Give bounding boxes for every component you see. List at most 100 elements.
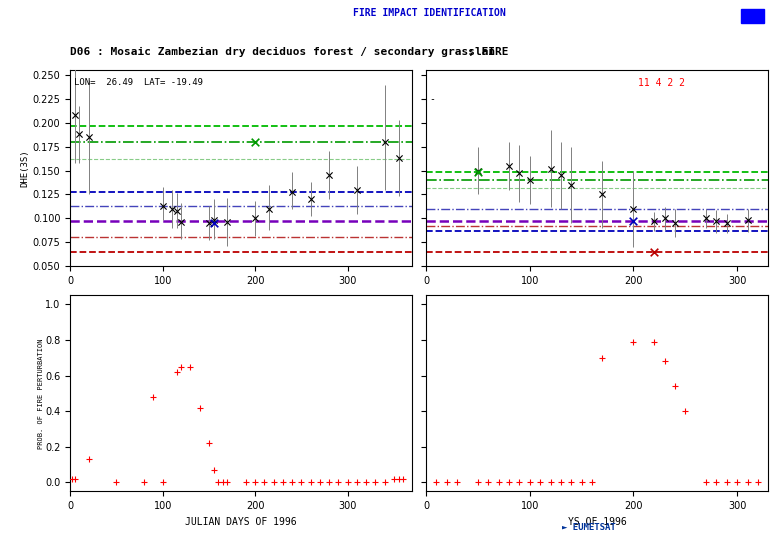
Point <box>388 475 400 483</box>
Text: D06 : Mosaic Zambezian dry deciduos forest / secondary grasslan: D06 : Mosaic Zambezian dry deciduos fore… <box>70 46 495 57</box>
Point <box>431 478 443 487</box>
Point <box>239 478 252 487</box>
Point <box>731 478 743 487</box>
Point <box>207 219 220 227</box>
Point <box>249 478 261 487</box>
Point <box>534 478 547 487</box>
Point <box>165 205 178 213</box>
Point <box>679 407 692 416</box>
Text: FIRE IMPACT IDENTIFICATION: FIRE IMPACT IDENTIFICATION <box>353 8 505 18</box>
Point <box>586 478 598 487</box>
Point <box>342 478 354 487</box>
Text: ► EUMETSAT: ► EUMETSAT <box>562 523 615 532</box>
Point <box>741 478 753 487</box>
Point <box>596 190 608 199</box>
Point <box>482 478 495 487</box>
Point <box>627 217 640 226</box>
Point <box>249 214 261 222</box>
Point <box>397 475 410 483</box>
Point <box>170 368 183 376</box>
Point <box>648 217 661 226</box>
Point <box>175 362 187 371</box>
Point <box>222 218 234 226</box>
Point <box>263 205 275 213</box>
Text: ; FIRE: ; FIRE <box>468 46 509 57</box>
Point <box>555 171 567 180</box>
Point <box>492 478 505 487</box>
Point <box>627 338 640 346</box>
Point <box>503 478 516 487</box>
Point <box>648 247 661 256</box>
Point <box>523 176 536 185</box>
Point <box>451 478 463 487</box>
Point <box>222 478 234 487</box>
Point <box>503 161 516 170</box>
Point <box>513 169 526 178</box>
Point <box>193 403 206 412</box>
Point <box>249 138 261 146</box>
Point <box>138 478 151 487</box>
Point <box>392 154 405 163</box>
Point <box>544 478 557 487</box>
Point <box>668 219 681 227</box>
Point <box>565 478 577 487</box>
Point <box>378 138 391 146</box>
Point <box>711 478 723 487</box>
Point <box>66 475 78 483</box>
Point <box>207 465 220 474</box>
Point <box>147 393 160 401</box>
Point <box>323 171 335 180</box>
Point <box>596 354 608 362</box>
Point <box>576 478 588 487</box>
Point <box>711 217 723 226</box>
Y-axis label: PROB. OF FIRE PERTURBATION: PROB. OF FIRE PERTURBATION <box>37 338 44 449</box>
Point <box>627 205 640 213</box>
Point <box>286 187 299 196</box>
Text: -: - <box>430 94 435 104</box>
Point <box>175 218 187 226</box>
Point <box>741 216 753 225</box>
Point <box>295 478 307 487</box>
Point <box>203 219 215 227</box>
Point <box>73 130 86 139</box>
Point <box>721 219 733 227</box>
Text: 11 4 2 2: 11 4 2 2 <box>638 78 686 88</box>
Y-axis label: DHE(3S): DHE(3S) <box>21 150 30 187</box>
Point <box>472 166 484 175</box>
Point <box>207 216 220 225</box>
Point <box>110 478 122 487</box>
Point <box>369 478 381 487</box>
Point <box>555 478 567 487</box>
Point <box>351 185 363 194</box>
Point <box>314 478 326 487</box>
Point <box>258 478 271 487</box>
Point <box>392 475 405 483</box>
Point <box>700 214 712 222</box>
Point <box>323 478 335 487</box>
Point <box>544 164 557 173</box>
Point <box>700 478 712 487</box>
X-axis label: YS OF 1996: YS OF 1996 <box>568 517 626 526</box>
Point <box>203 439 215 448</box>
Point <box>83 133 95 141</box>
Point <box>69 475 81 483</box>
Point <box>286 478 299 487</box>
Point <box>658 214 671 222</box>
Point <box>83 455 95 464</box>
Point <box>217 478 229 487</box>
Point <box>157 478 169 487</box>
Point <box>565 180 577 189</box>
Point <box>170 206 183 215</box>
Point <box>472 478 484 487</box>
Point <box>668 382 681 390</box>
Point <box>752 478 764 487</box>
Point <box>184 362 197 371</box>
Point <box>157 201 169 210</box>
Point <box>212 478 225 487</box>
Point <box>721 478 733 487</box>
Point <box>523 478 536 487</box>
Point <box>304 195 317 204</box>
Point <box>351 478 363 487</box>
Point <box>304 478 317 487</box>
Point <box>378 478 391 487</box>
